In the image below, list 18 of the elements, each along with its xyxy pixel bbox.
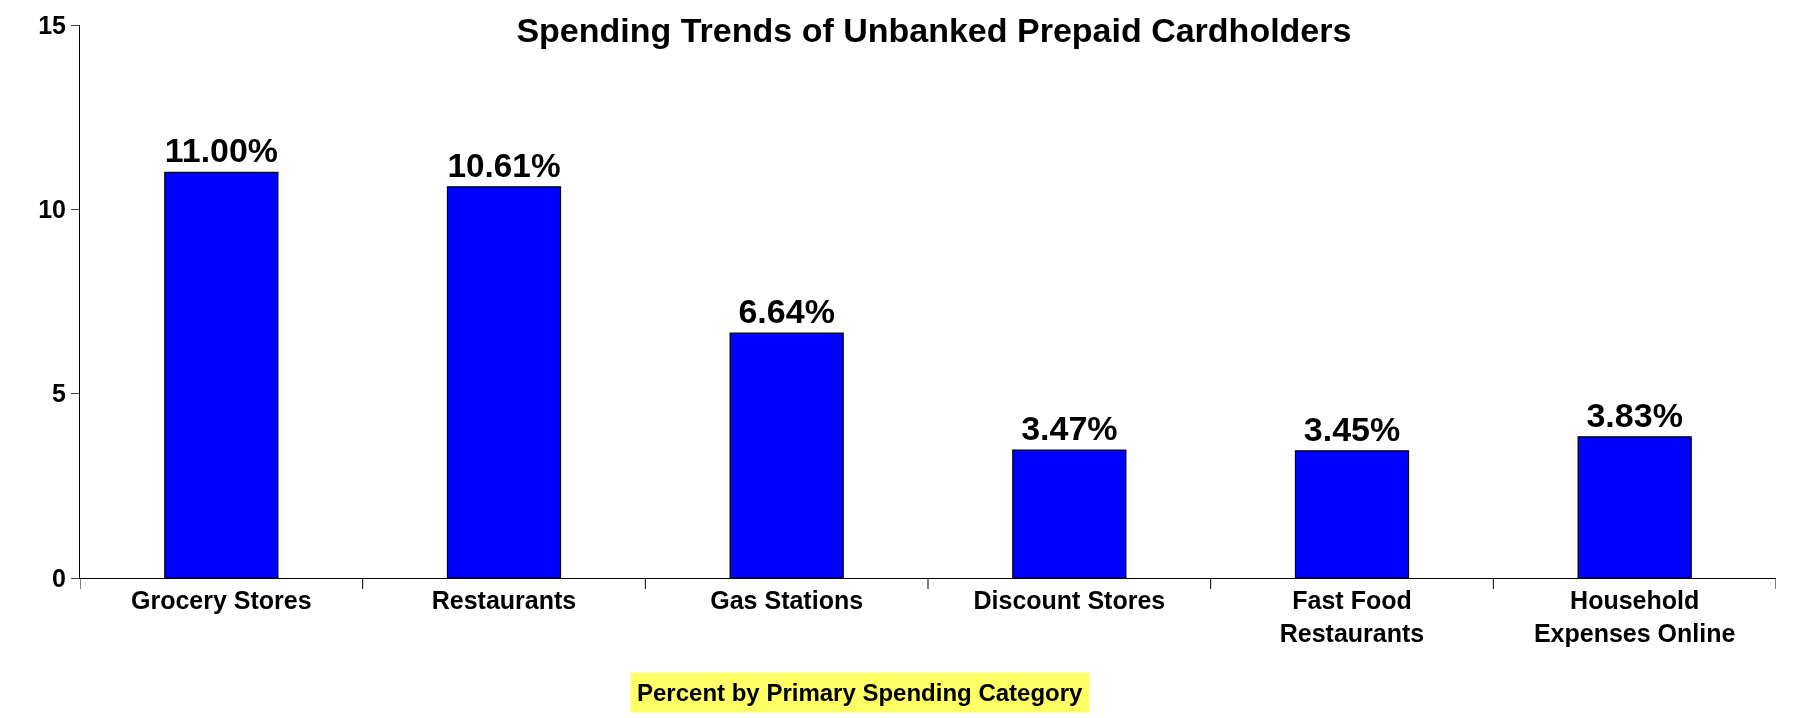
x-tick-label: Grocery Stores <box>131 586 312 614</box>
y-tick-label: 0 <box>52 563 66 592</box>
data-label: 3.83% <box>1586 395 1683 434</box>
chart-title: Spending Trends of Unbanked Prepaid Cardholders <box>516 10 1352 49</box>
x-tick-label: Fast Food Restaurants <box>1279 586 1425 647</box>
y-tick-label: 15 <box>38 10 67 39</box>
data-label: 11.00% <box>164 131 278 170</box>
y-tick-label: 10 <box>38 195 66 224</box>
x-tick-label: Gas Stations <box>710 586 864 614</box>
data-label: 3.47% <box>1021 409 1118 448</box>
x-tick-label: Discount Stores <box>973 586 1166 614</box>
x-tick-label: Household Expenses Online <box>1533 586 1736 647</box>
data-label: 6.64% <box>738 292 835 331</box>
data-label: 3.45% <box>1303 409 1401 448</box>
y-tick-label: 5 <box>52 379 67 408</box>
x-axis-title: Percent by Primary Spending Category <box>637 679 1084 706</box>
data-label: 10.61% <box>447 146 561 184</box>
x-tick-label: Restaurants <box>431 586 577 614</box>
